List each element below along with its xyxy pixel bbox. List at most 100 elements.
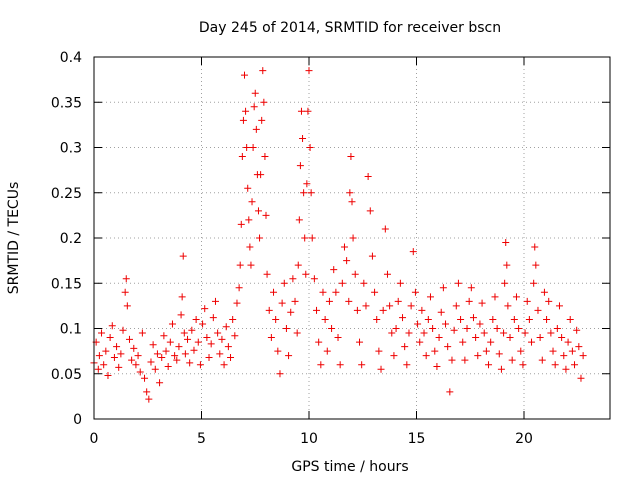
- data-point: [192, 315, 200, 323]
- data-point: [424, 315, 432, 323]
- data-point: [558, 334, 566, 342]
- data-point: [504, 302, 512, 310]
- data-point: [245, 216, 253, 224]
- data-point: [420, 329, 428, 337]
- data-point: [375, 347, 383, 355]
- x-axis-label: GPS time / hours: [291, 459, 408, 475]
- data-point: [164, 363, 172, 371]
- data-point: [429, 325, 437, 332]
- data-point: [110, 353, 118, 361]
- data-point: [224, 343, 232, 351]
- data-point: [145, 395, 153, 403]
- data-point: [336, 361, 344, 369]
- data-point: [463, 325, 471, 332]
- data-point: [301, 234, 309, 242]
- data-point: [530, 279, 538, 287]
- data-point: [160, 332, 168, 340]
- data-point: [108, 322, 116, 330]
- data-point: [345, 297, 353, 305]
- data-point: [177, 311, 185, 319]
- data-point: [209, 314, 217, 322]
- data-point: [180, 329, 188, 337]
- data-point: [495, 350, 503, 358]
- data-point: [244, 184, 252, 192]
- data-point: [278, 299, 286, 307]
- data-point: [503, 261, 511, 269]
- data-point: [104, 372, 112, 380]
- data-point: [248, 198, 256, 206]
- data-point: [263, 270, 271, 278]
- data-point: [218, 335, 226, 343]
- y-axis-label: SRMTID / TECUs: [6, 182, 22, 295]
- data-point: [307, 189, 315, 197]
- y-tick-label: 0.1: [60, 322, 82, 338]
- data-point: [448, 356, 456, 364]
- data-point: [166, 338, 174, 346]
- data-point: [276, 370, 284, 378]
- data-point: [506, 334, 514, 342]
- data-point: [239, 116, 247, 124]
- data-point: [293, 329, 301, 337]
- data-point: [343, 257, 351, 265]
- data-point: [549, 347, 557, 355]
- data-point: [199, 320, 207, 328]
- data-point: [388, 329, 396, 337]
- data-point: [317, 361, 325, 369]
- data-point: [426, 293, 434, 301]
- data-point: [362, 302, 370, 310]
- data-point: [138, 329, 146, 337]
- data-point: [566, 315, 574, 323]
- x-tick-label: 0: [90, 431, 99, 447]
- data-point: [323, 347, 331, 355]
- data-point: [270, 288, 278, 296]
- data-point: [303, 180, 311, 188]
- data-point: [519, 361, 527, 369]
- data-point: [459, 338, 467, 346]
- data-point: [571, 361, 579, 369]
- data-point: [262, 211, 270, 219]
- data-point: [302, 270, 310, 278]
- data-point: [360, 279, 368, 287]
- data-point: [280, 279, 288, 287]
- data-point: [515, 325, 523, 332]
- data-point: [178, 293, 186, 301]
- data-point: [442, 320, 450, 328]
- data-point: [287, 308, 295, 316]
- data-point: [147, 358, 155, 366]
- data-point: [300, 189, 308, 197]
- data-point: [158, 353, 166, 361]
- data-point: [113, 343, 121, 351]
- data-point: [153, 350, 161, 358]
- data-point: [409, 248, 417, 256]
- data-point: [547, 329, 555, 337]
- data-point: [467, 284, 475, 292]
- data-point: [106, 334, 114, 342]
- data-point: [358, 361, 366, 369]
- data-point: [136, 368, 144, 376]
- data-point: [149, 341, 157, 349]
- data-point: [381, 225, 389, 233]
- data-point: [188, 326, 196, 334]
- data-point: [289, 275, 297, 283]
- data-point: [573, 326, 581, 334]
- data-point: [508, 356, 516, 364]
- data-point: [238, 153, 246, 161]
- data-point: [392, 325, 400, 332]
- data-point: [461, 356, 469, 364]
- data-point: [437, 308, 445, 316]
- data-point: [242, 107, 250, 115]
- data-point: [265, 306, 273, 314]
- data-point: [517, 347, 525, 355]
- data-point: [310, 275, 318, 283]
- data-point: [315, 338, 323, 346]
- data-point: [465, 297, 473, 305]
- data-point: [568, 347, 576, 355]
- data-point: [482, 347, 490, 355]
- data-point: [117, 350, 125, 358]
- data-point: [531, 243, 539, 251]
- data-point: [330, 266, 338, 274]
- data-point: [190, 346, 198, 354]
- data-point: [94, 365, 102, 373]
- data-point: [216, 350, 224, 358]
